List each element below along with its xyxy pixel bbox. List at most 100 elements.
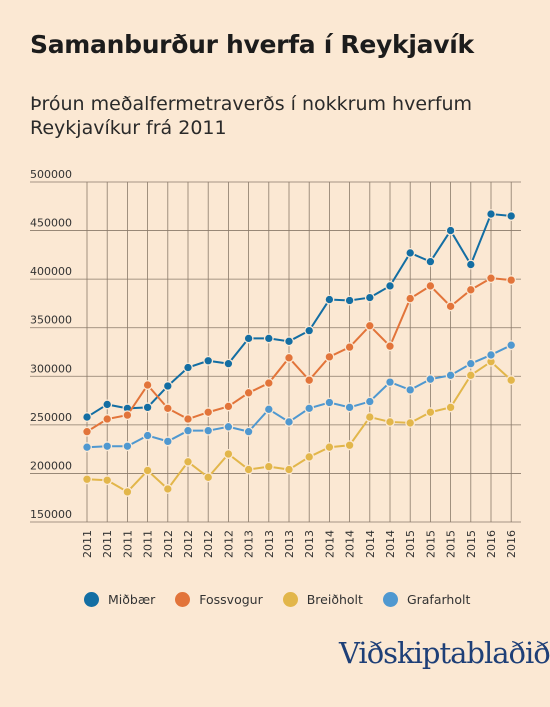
data-point — [304, 403, 315, 414]
data-point — [405, 417, 416, 428]
data-point — [243, 333, 254, 344]
x-tick-label: 2013 — [283, 530, 296, 558]
series-line — [86, 360, 512, 494]
chart-subtitle: Þróun meðalfermetraverðs í nokkrum hverf… — [30, 93, 473, 139]
data-point — [465, 358, 476, 369]
data-point — [324, 442, 335, 453]
data-point — [284, 416, 294, 427]
data-point — [223, 358, 234, 369]
data-point — [82, 442, 92, 453]
data-point — [183, 414, 193, 424]
x-tick-label: 2011 — [121, 530, 134, 558]
data-point — [425, 407, 436, 418]
data-point — [183, 362, 193, 373]
data-point — [506, 275, 517, 286]
data-point — [364, 396, 375, 407]
data-point — [223, 401, 234, 412]
data-point — [263, 461, 274, 472]
data-point — [243, 426, 254, 437]
data-point — [445, 301, 456, 312]
publisher-logo: Viðskiptablaðið — [339, 636, 550, 670]
legend-item: Fossvogur — [175, 592, 263, 607]
data-point — [82, 426, 92, 437]
data-point — [486, 273, 496, 284]
legend-label: Grafarholt — [406, 592, 471, 607]
data-point — [142, 430, 153, 441]
data-point — [183, 456, 193, 467]
data-point — [102, 441, 113, 452]
data-point — [142, 380, 153, 390]
x-tick-label: 2012 — [202, 530, 215, 558]
data-point — [405, 247, 416, 258]
data-point — [486, 349, 496, 360]
data-point — [284, 464, 294, 475]
data-point — [506, 340, 517, 351]
x-tick-label: 2013 — [303, 530, 316, 558]
data-point — [344, 342, 355, 353]
chart-title: Samanburður hverfa í Reykjavík — [30, 30, 474, 59]
x-tick-label: 2013 — [263, 530, 276, 558]
data-point — [284, 352, 294, 363]
data-point — [203, 472, 214, 483]
data-point — [284, 336, 294, 347]
x-tick-label: 2014 — [364, 530, 377, 558]
data-point — [465, 370, 476, 381]
y-tick-label: 350000 — [30, 314, 72, 327]
data-point — [304, 325, 315, 336]
legend-marker — [282, 592, 298, 607]
data-point — [465, 284, 476, 295]
series-group — [82, 356, 517, 497]
data-point — [82, 474, 92, 485]
legend-label: Breiðholt — [306, 592, 363, 607]
data-point — [425, 374, 436, 385]
y-tick-label: 450000 — [30, 217, 72, 230]
data-point — [162, 484, 173, 494]
data-point — [203, 355, 214, 366]
data-point — [102, 414, 113, 424]
data-point — [243, 464, 254, 475]
data-point — [344, 295, 355, 306]
data-point — [162, 381, 173, 391]
data-point — [425, 280, 436, 291]
data-point — [385, 377, 395, 388]
data-point — [445, 370, 456, 381]
data-point — [405, 293, 416, 304]
data-point — [223, 421, 234, 432]
data-point — [506, 211, 517, 221]
chart-grid — [30, 181, 521, 523]
y-tick-label: 250000 — [30, 411, 72, 424]
data-point — [223, 449, 234, 459]
data-point — [162, 403, 173, 414]
legend-marker — [175, 592, 191, 607]
legend-item: Grafarholt — [382, 592, 471, 607]
x-tick-label: 2011 — [81, 530, 94, 558]
x-tick-label: 2011 — [142, 530, 155, 558]
data-point — [425, 256, 436, 267]
data-point — [445, 225, 456, 236]
data-point — [364, 292, 375, 303]
x-tick-label: 2015 — [424, 530, 437, 558]
data-point — [183, 425, 193, 436]
legend-marker — [382, 592, 398, 607]
x-tick-label: 2012 — [162, 530, 175, 558]
legend-marker — [84, 592, 99, 607]
x-axis-ticks: 2011 2011 2011 2011 2012 2012 2012 2012 2013 2013… — [81, 530, 518, 558]
x-tick-label: 2015 — [465, 530, 478, 558]
data-point — [122, 441, 133, 452]
x-tick-label: 2014 — [344, 530, 357, 558]
y-tick-label: 200000 — [30, 459, 72, 472]
x-tick-label: 2014 — [384, 530, 397, 558]
y-axis-ticks: 150000 200000 250000 300000 350000 400000 4500… — [30, 168, 72, 521]
data-point — [263, 378, 274, 389]
data-point — [162, 436, 173, 447]
data-point — [142, 465, 153, 476]
data-point — [364, 412, 375, 423]
series-group — [82, 273, 517, 437]
data-point — [405, 384, 416, 395]
series-line — [86, 277, 512, 433]
x-tick-label: 2012 — [182, 530, 195, 558]
data-point — [102, 399, 113, 410]
legend-label: Miðbær — [108, 592, 156, 607]
data-point — [324, 294, 335, 305]
